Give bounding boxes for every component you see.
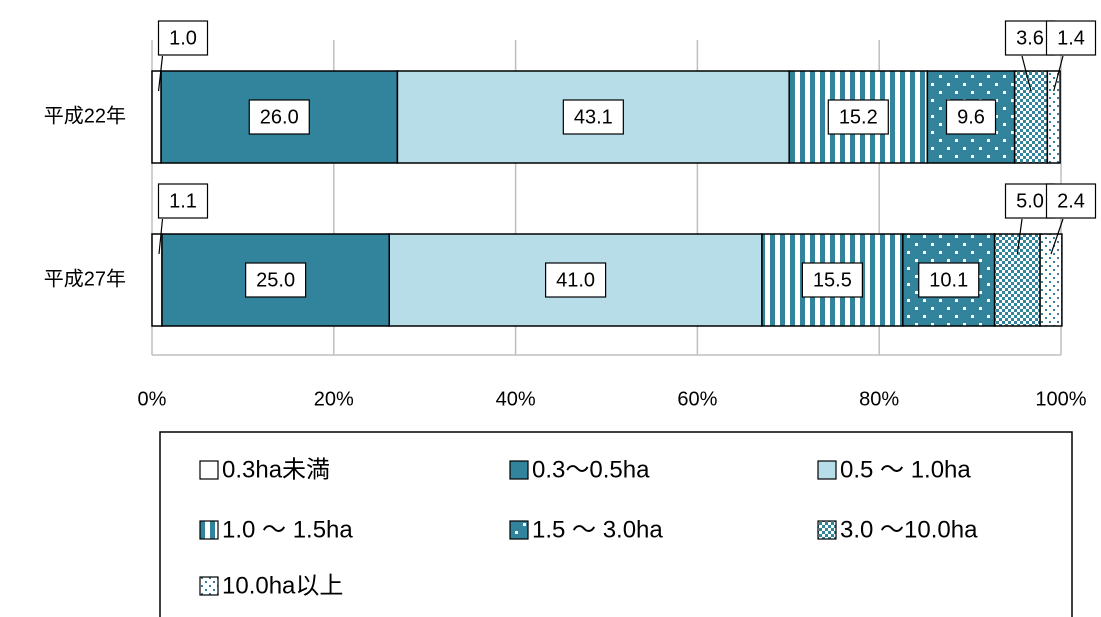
legend-swatch <box>509 460 529 480</box>
data-label: 5.0 <box>1016 190 1044 212</box>
legend-label: 10.0ha以上 <box>222 572 343 599</box>
leader-line <box>1053 55 1064 92</box>
data-label-box <box>562 99 624 135</box>
data-label: 3.6 <box>1016 27 1044 49</box>
data-label-box <box>544 262 607 298</box>
data-label-box <box>157 183 209 219</box>
legend-box <box>159 431 1073 617</box>
legend-label: 0.3〜0.5ha <box>532 456 650 483</box>
data-label-box <box>1045 20 1097 56</box>
data-label-box <box>918 262 980 298</box>
data-label-box <box>945 99 997 135</box>
x-tick-label: 40% <box>496 388 536 410</box>
bar-segment <box>1046 70 1061 164</box>
legend-label: 3.0 〜10.0ha <box>840 516 978 543</box>
data-label-box <box>827 99 889 135</box>
data-label: 1.0 <box>169 27 197 49</box>
legend-label: 1.5 〜 3.0ha <box>532 516 663 543</box>
y-tick-label: 平成27年 <box>44 267 126 290</box>
data-label: 1.4 <box>1057 27 1085 49</box>
legend-swatch <box>817 460 837 480</box>
bar-segment <box>151 233 163 327</box>
bar-segment <box>993 233 1041 327</box>
data-label: 15.2 <box>839 106 878 128</box>
x-tick-label: 100% <box>1035 388 1086 410</box>
legend-label: 0.3ha未満 <box>222 456 330 483</box>
data-label-box <box>157 20 209 56</box>
data-label: 25.0 <box>256 269 295 291</box>
x-tick-label: 80% <box>859 388 899 410</box>
x-tick-label: 20% <box>314 388 354 410</box>
leader-line <box>158 218 164 255</box>
data-label: 43.1 <box>574 106 613 128</box>
data-label: 41.0 <box>556 269 595 291</box>
data-label: 10.1 <box>929 269 968 291</box>
data-label-box <box>248 99 310 135</box>
x-tick-label: 60% <box>677 388 717 410</box>
data-label: 2.4 <box>1057 190 1085 212</box>
legend-swatch <box>817 520 837 540</box>
data-label: 15.5 <box>813 269 852 291</box>
legend-label: 0.5 〜 1.0ha <box>840 456 971 483</box>
data-label: 26.0 <box>260 106 299 128</box>
data-label-box <box>1045 183 1097 219</box>
y-tick-label: 平成22年 <box>44 104 126 127</box>
leader-line <box>1016 218 1023 255</box>
legend-swatch <box>199 460 219 480</box>
leader-line <box>1021 55 1032 92</box>
x-tick-label: 0% <box>138 388 167 410</box>
bar-segment <box>1039 233 1063 327</box>
legend-swatch <box>199 520 219 540</box>
data-label: 9.6 <box>957 106 985 128</box>
data-label: 1.1 <box>169 190 197 212</box>
bar-segment <box>1013 70 1049 164</box>
legend-swatch <box>199 576 219 596</box>
leader-line <box>1050 218 1064 255</box>
data-label-box <box>801 262 863 298</box>
data-label-box <box>245 262 307 298</box>
legend-label: 1.0 〜 1.5ha <box>222 516 353 543</box>
legend-swatch <box>509 520 529 540</box>
